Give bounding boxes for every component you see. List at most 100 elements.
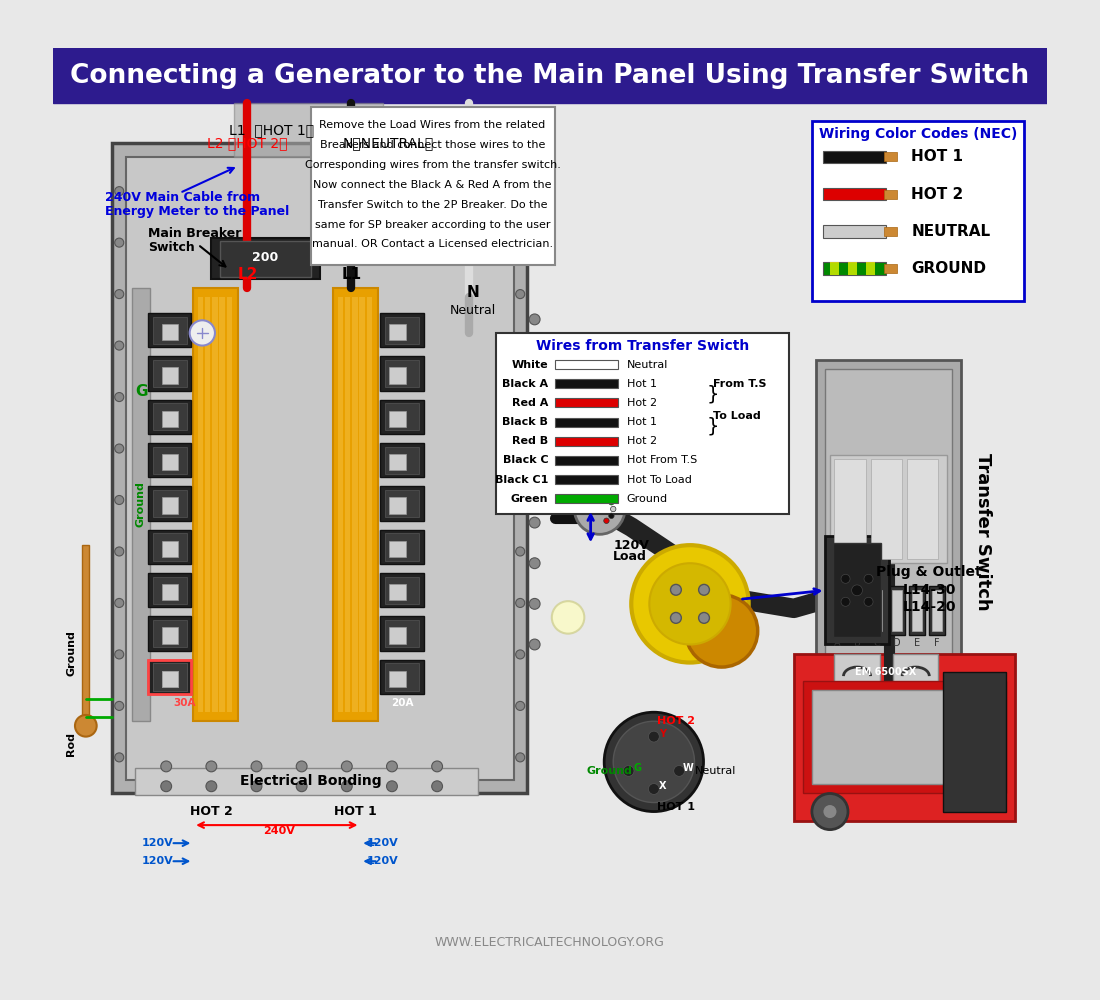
Text: Breakers and connect those wires to the: Breakers and connect those wires to the — [320, 140, 546, 150]
Circle shape — [529, 477, 540, 487]
Circle shape — [251, 761, 262, 772]
Bar — [884, 264, 896, 273]
Bar — [835, 459, 866, 559]
Bar — [835, 654, 880, 685]
Circle shape — [341, 781, 352, 792]
Bar — [389, 411, 406, 427]
Bar — [389, 497, 406, 514]
Circle shape — [189, 320, 214, 346]
Bar — [823, 188, 886, 200]
Circle shape — [516, 444, 525, 453]
Text: Neutral: Neutral — [694, 766, 736, 776]
Text: W: W — [683, 763, 693, 773]
Circle shape — [516, 238, 525, 247]
Text: manual. OR Contact a Licensed electrician.: manual. OR Contact a Licensed electricia… — [312, 239, 553, 249]
Circle shape — [516, 701, 525, 710]
Bar — [890, 586, 905, 635]
Bar — [906, 459, 938, 559]
Bar — [227, 297, 232, 712]
Bar — [345, 297, 351, 712]
Bar — [823, 151, 886, 163]
Bar — [148, 530, 191, 564]
Bar — [82, 545, 89, 726]
Circle shape — [114, 238, 124, 247]
Bar — [932, 590, 942, 631]
Bar — [385, 490, 419, 517]
Text: }: } — [706, 416, 718, 435]
Bar — [554, 379, 618, 388]
Circle shape — [161, 781, 172, 792]
Bar — [496, 333, 790, 514]
Text: 120V: 120V — [367, 856, 399, 866]
Circle shape — [529, 558, 540, 569]
Circle shape — [341, 761, 352, 772]
Circle shape — [114, 495, 124, 505]
Text: Neutral: Neutral — [450, 304, 496, 317]
Text: }: } — [706, 385, 718, 404]
Text: A: A — [834, 638, 840, 648]
Bar — [148, 616, 191, 651]
Circle shape — [206, 781, 217, 792]
Circle shape — [516, 187, 525, 196]
Circle shape — [114, 341, 124, 350]
Circle shape — [386, 781, 397, 792]
Bar — [352, 297, 358, 712]
Text: Energy Meter to the Panel: Energy Meter to the Panel — [104, 205, 289, 218]
Text: X: X — [659, 781, 667, 791]
Bar — [823, 225, 886, 238]
Text: Main Breaker: Main Breaker — [148, 227, 242, 240]
Text: Black B: Black B — [503, 417, 548, 427]
Circle shape — [631, 545, 749, 663]
Text: Ground: Ground — [586, 766, 632, 776]
Bar — [833, 543, 881, 637]
Circle shape — [685, 595, 758, 667]
Bar — [153, 317, 187, 344]
Circle shape — [842, 574, 850, 583]
Bar — [884, 152, 896, 161]
Bar — [385, 317, 419, 344]
Bar — [333, 288, 378, 721]
Bar — [153, 533, 187, 561]
Text: Rod: Rod — [66, 732, 76, 756]
Circle shape — [114, 701, 124, 710]
Text: Black C: Black C — [503, 455, 548, 465]
Circle shape — [431, 781, 442, 792]
Bar — [381, 313, 424, 347]
Circle shape — [516, 547, 525, 556]
Circle shape — [574, 484, 625, 534]
Bar — [852, 590, 862, 631]
Circle shape — [516, 341, 525, 350]
Circle shape — [75, 715, 97, 737]
Bar — [381, 443, 424, 477]
Bar — [385, 663, 419, 691]
Circle shape — [842, 597, 850, 606]
Bar — [866, 262, 876, 275]
Text: White: White — [512, 360, 548, 370]
Text: G: G — [634, 763, 641, 773]
Bar — [554, 398, 618, 407]
Bar — [389, 454, 406, 470]
Circle shape — [529, 517, 540, 528]
Circle shape — [386, 761, 397, 772]
Bar — [385, 533, 419, 561]
Text: L14-30: L14-30 — [903, 583, 956, 597]
Text: From T.S: From T.S — [713, 379, 766, 389]
Text: F: F — [934, 638, 939, 648]
Circle shape — [296, 761, 307, 772]
Circle shape — [516, 393, 525, 402]
Circle shape — [608, 500, 614, 505]
Circle shape — [698, 584, 710, 595]
Bar — [153, 447, 187, 474]
Circle shape — [114, 444, 124, 453]
Bar — [554, 437, 618, 446]
Bar — [381, 400, 424, 434]
Bar — [148, 313, 191, 347]
Text: 20A: 20A — [390, 698, 414, 708]
Bar — [148, 443, 191, 477]
Text: Hot 2: Hot 2 — [627, 398, 657, 408]
Bar — [389, 324, 406, 340]
Bar — [162, 541, 178, 557]
Text: HOT 2: HOT 2 — [190, 805, 233, 818]
Text: L14-20: L14-20 — [902, 600, 956, 614]
Bar — [385, 447, 419, 474]
